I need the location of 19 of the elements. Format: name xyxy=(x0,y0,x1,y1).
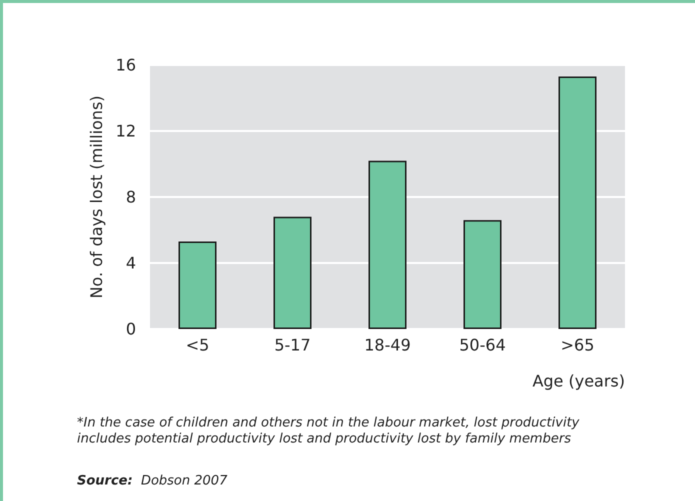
bar xyxy=(368,160,406,329)
text: *In the case of children and others not in the labour market, lost productivity includes potential productivity lost and productivity lost by family members xyxy=(77,416,580,446)
bar xyxy=(274,216,312,329)
y-tick-label: 8 xyxy=(126,188,136,206)
y-tick-label: 4 xyxy=(126,254,136,272)
x-tick-label: >65 xyxy=(560,336,594,354)
bar xyxy=(558,76,596,329)
bar xyxy=(178,242,216,329)
source-note: Source: Dobson 2007 xyxy=(77,474,228,488)
x-axis-title: Age (years) xyxy=(532,372,625,390)
x-tick-label: <5 xyxy=(186,336,210,354)
x-tick-label: 5-17 xyxy=(274,336,311,354)
y-tick-label: 0 xyxy=(126,320,136,338)
y-tick-label: 16 xyxy=(116,56,136,74)
y-tick-label: 12 xyxy=(116,122,136,140)
y-axis-title: No. of days lost (millions) xyxy=(87,95,106,299)
x-tick-label: 50-64 xyxy=(459,336,506,354)
bar xyxy=(464,220,502,329)
x-tick-label: 18-49 xyxy=(364,336,411,354)
